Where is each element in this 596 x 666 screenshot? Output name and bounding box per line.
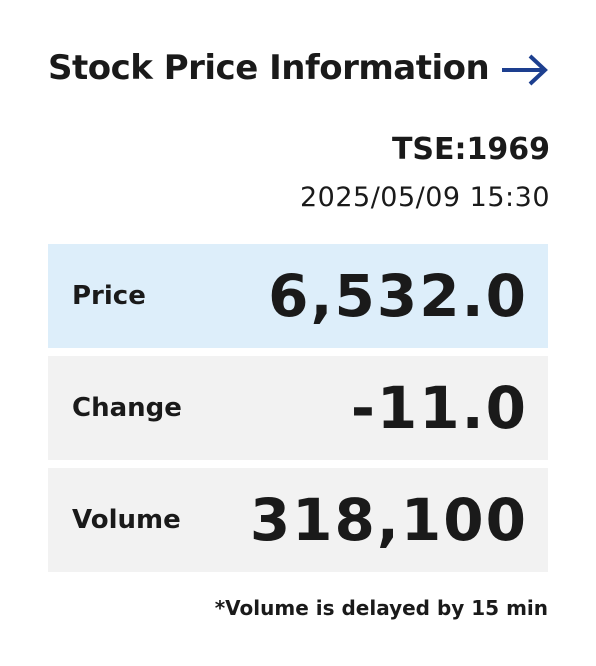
- label: Price: [72, 281, 146, 311]
- timestamp: 2025/05/09 15:30: [299, 182, 550, 213]
- ticker: TSE:1969: [391, 132, 550, 167]
- title: Stock Price Information: [48, 48, 490, 88]
- label: Change: [72, 393, 182, 423]
- change-row: Change -11.0: [48, 356, 548, 460]
- price-row: Price 6,532.0: [48, 244, 548, 348]
- value: 6,532.0: [268, 262, 528, 330]
- arrow-link[interactable]: [500, 52, 550, 88]
- label: Volume: [72, 505, 181, 535]
- volume-row: Volume 318,100: [48, 468, 548, 572]
- note: *Volume is delayed by 15 min: [214, 596, 548, 620]
- value: -11.0: [350, 374, 528, 442]
- value: 318,100: [249, 486, 528, 554]
